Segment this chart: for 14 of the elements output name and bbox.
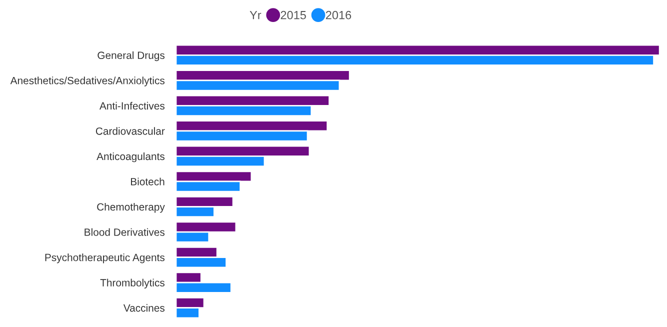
y-tick-label: Anesthetics/Sedatives/Anxiolytics	[10, 76, 165, 86]
y-tick-label: Chemotherapy	[97, 202, 165, 213]
y-tick-label: Biotech	[131, 178, 164, 186]
y-tick-label: Blood Derivatives	[84, 228, 165, 236]
legend-label: 2015	[280, 10, 306, 20]
y-tick-label: Vaccines	[123, 304, 165, 312]
y-tick-label: Anticoagulants	[96, 152, 165, 162]
legend-label: 2016	[326, 10, 352, 20]
y-tick-label: Cardiovascular	[96, 127, 165, 135]
y-tick-label: Anti-Infectives	[99, 102, 165, 110]
legend-title: Yr	[250, 11, 262, 20]
y-tick-label: General Drugs	[98, 51, 165, 62]
y-tick-label: Thrombolytics	[100, 278, 165, 288]
y-tick-label: Psychotherapeutic Agents	[45, 254, 165, 264]
